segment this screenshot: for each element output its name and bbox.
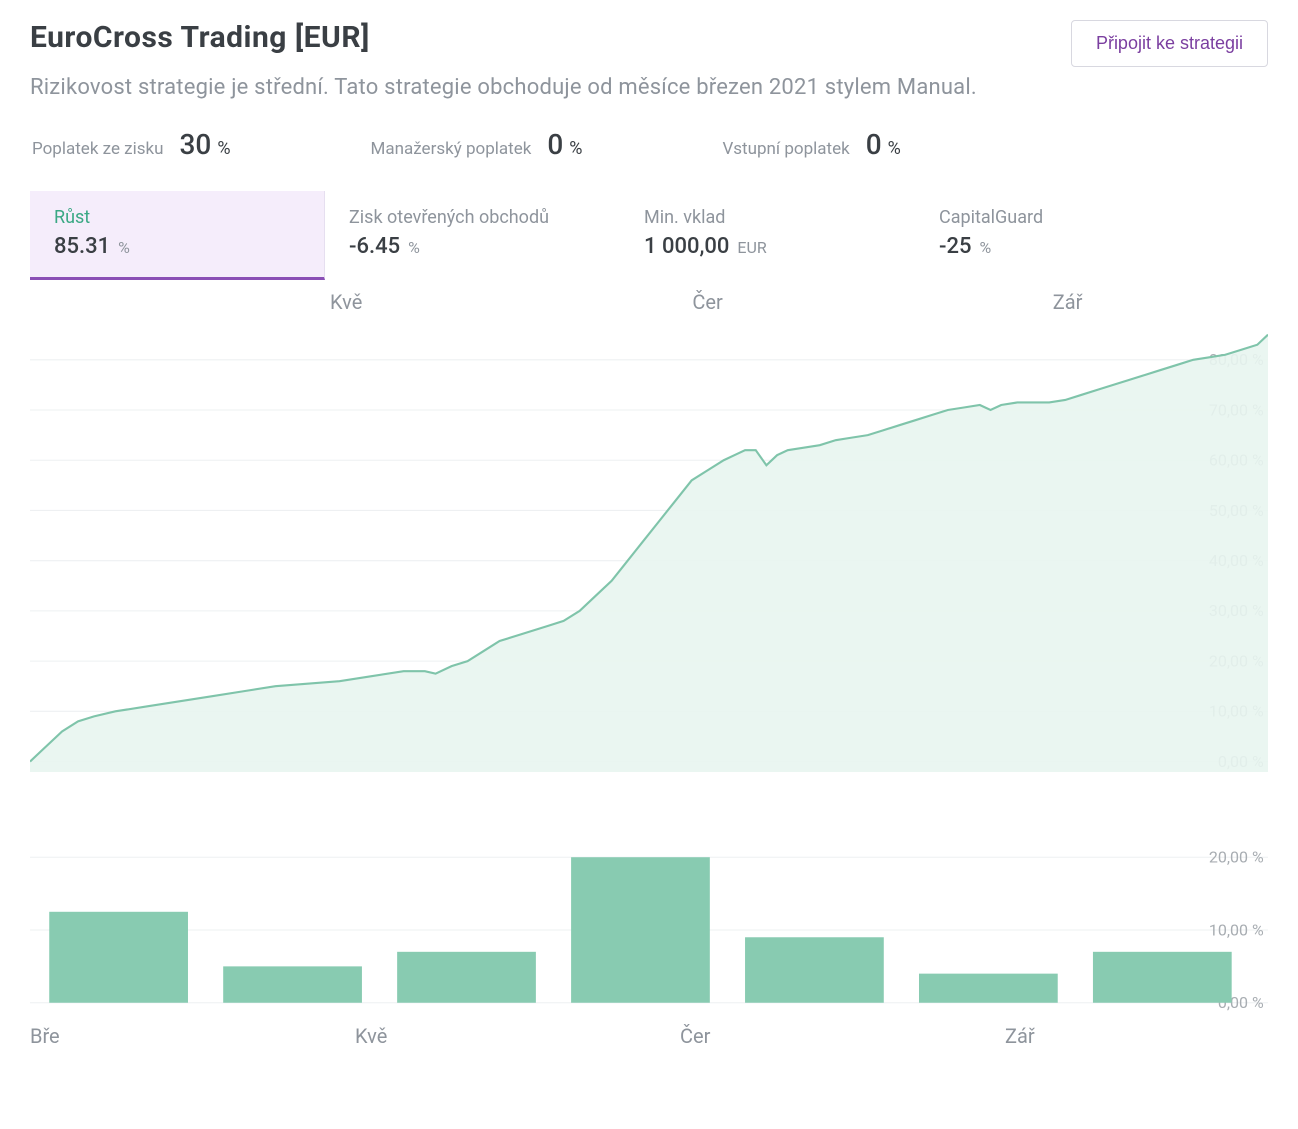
bar-x-label: Kvě: [355, 1024, 680, 1048]
connect-strategy-button[interactable]: Připojit ke strategii: [1071, 20, 1268, 67]
stat-value: -25: [939, 234, 971, 259]
fee-label: Manažerský poplatek: [371, 139, 532, 159]
stat-value: 1 000,00: [644, 234, 729, 259]
page-title: EuroCross Trading [EUR]: [30, 20, 370, 55]
fee-management: Manažerský poplatek 0 %: [371, 128, 583, 161]
fee-unit: %: [217, 138, 230, 159]
bar-x-labels: Bře Kvě Čer Zář: [30, 1024, 1268, 1048]
strategy-subtitle: Rizikovost strategie je střední. Tato st…: [30, 75, 1268, 100]
stat-value: 85.31: [54, 234, 110, 259]
month-label: Zář: [1053, 290, 1083, 314]
fee-unit: %: [888, 138, 901, 159]
monthly-bar-chart: 0,00 %10,00 %20,00 % Bře Kvě Čer Zář: [30, 832, 1268, 1048]
stat-unit: %: [118, 238, 130, 257]
fee-label: Vstupní poplatek: [722, 139, 849, 159]
stat-unit: %: [979, 238, 991, 257]
stat-card-growth[interactable]: Růst 85.31 %: [30, 191, 325, 280]
stat-card-min-deposit[interactable]: Min. vklad 1 000,00 EUR: [620, 191, 915, 280]
fee-profit: Poplatek ze zisku 30 %: [32, 128, 231, 161]
stat-label: Zisk otevřených obchodů: [349, 207, 596, 228]
month-label: Čer: [692, 290, 722, 314]
stat-card-capitalguard[interactable]: CapitalGuard -25 %: [915, 191, 1210, 280]
fee-label: Poplatek ze zisku: [32, 139, 164, 159]
month-label: Kvě: [330, 290, 362, 314]
fee-unit: %: [569, 138, 582, 159]
stat-unit: %: [408, 238, 420, 257]
fee-entry: Vstupní poplatek 0 %: [722, 128, 900, 161]
stat-label: CapitalGuard: [939, 207, 1186, 228]
bar-x-label: Bře: [30, 1024, 355, 1048]
svg-text:20,00 %: 20,00 %: [1209, 848, 1264, 867]
stat-value: -6.45: [349, 234, 400, 259]
stats-row: Růst 85.31 % Zisk otevřených obchodů -6.…: [30, 191, 1268, 280]
month-labels-top: Kvě Čer Zář: [30, 290, 1268, 314]
fee-value: 0: [866, 128, 882, 161]
fees-row: Poplatek ze zisku 30 % Manažerský poplat…: [30, 128, 1268, 161]
fee-value: 30: [180, 128, 212, 161]
bar-x-label: Zář: [1005, 1024, 1298, 1048]
fee-value: 0: [547, 128, 563, 161]
growth-chart-svg: 0,00 %10,00 %20,00 %30,00 %40,00 %50,00 …: [30, 324, 1268, 772]
svg-text:10,00 %: 10,00 %: [1209, 921, 1264, 940]
stat-label: Růst: [54, 207, 300, 228]
bar-chart-svg: 0,00 %10,00 %20,00 %: [30, 832, 1268, 1024]
stat-card-open-profit[interactable]: Zisk otevřených obchodů -6.45 %: [325, 191, 620, 280]
growth-chart: 0,00 %10,00 %20,00 %30,00 %40,00 %50,00 …: [30, 324, 1268, 772]
stat-label: Min. vklad: [644, 207, 891, 228]
stat-unit: EUR: [737, 238, 766, 257]
bar-x-label: Čer: [680, 1024, 1005, 1048]
